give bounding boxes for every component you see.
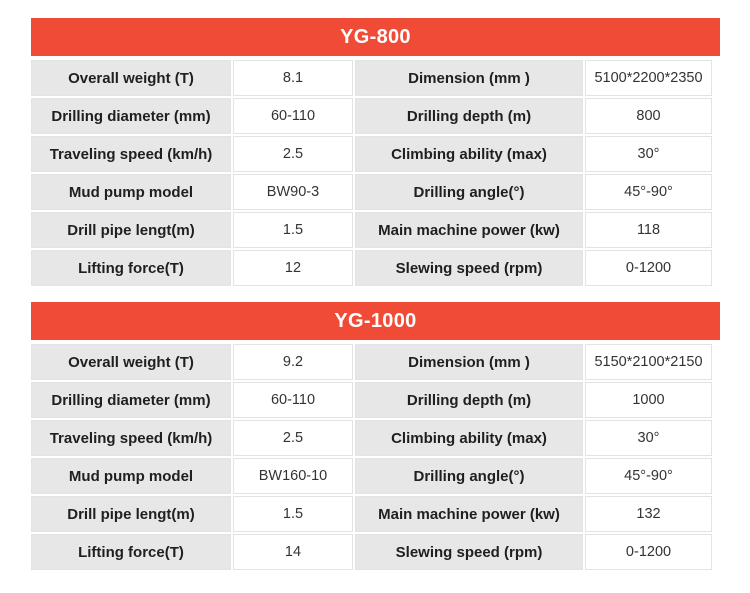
spec-label: Climbing ability (max) [355, 136, 583, 172]
spec-value: 2.5 [233, 420, 353, 456]
spec-value: 118 [585, 212, 712, 248]
spec-label: Mud pump model [31, 458, 231, 494]
spec-value: 800 [585, 98, 712, 134]
spec-value: 1000 [585, 382, 712, 418]
spec-value: 30° [585, 420, 712, 456]
table-row: Drilling diameter (mm) 60-110 Drilling d… [31, 98, 712, 134]
table-row: Traveling speed (km/h) 2.5 Climbing abil… [31, 420, 712, 456]
spec-value: 45°-90° [585, 458, 712, 494]
spec-value: 60-110 [233, 98, 353, 134]
spec-value: 12 [233, 250, 353, 286]
spec-value: 132 [585, 496, 712, 532]
spec-label: Lifting force(T) [31, 534, 231, 570]
spec-value: 5150*2100*2150 [585, 344, 712, 380]
spec-label: Mud pump model [31, 174, 231, 210]
spec-value: 5100*2200*2350 [585, 60, 712, 96]
table-row: Mud pump model BW160-10 Drilling angle(°… [31, 458, 712, 494]
spec-value: 1.5 [233, 212, 353, 248]
spec-value: BW160-10 [233, 458, 353, 494]
spec-label: Drilling diameter (mm) [31, 98, 231, 134]
model-title: YG-1000 [31, 302, 720, 340]
spec-label: Drilling diameter (mm) [31, 382, 231, 418]
table-row: Drill pipe lengt(m) 1.5 Main machine pow… [31, 212, 712, 248]
spec-value: 9.2 [233, 344, 353, 380]
spec-value: 14 [233, 534, 353, 570]
spec-value: 60-110 [233, 382, 353, 418]
table-row: Traveling speed (km/h) 2.5 Climbing abil… [31, 136, 712, 172]
table-row: Mud pump model BW90-3 Drilling angle(°) … [31, 174, 712, 210]
table-row: Lifting force(T) 12 Slewing speed (rpm) … [31, 250, 712, 286]
spec-label: Drilling depth (m) [355, 382, 583, 418]
spec-label: Climbing ability (max) [355, 420, 583, 456]
spec-value: 1.5 [233, 496, 353, 532]
spec-label: Drill pipe lengt(m) [31, 212, 231, 248]
spec-label: Dimension (mm ) [355, 344, 583, 380]
spec-label: Traveling speed (km/h) [31, 136, 231, 172]
spec-value: 2.5 [233, 136, 353, 172]
spec-table: Overall weight (T) 8.1 Dimension (mm ) 5… [29, 58, 714, 288]
spec-value: 8.1 [233, 60, 353, 96]
spec-label: Traveling speed (km/h) [31, 420, 231, 456]
spec-label: Dimension (mm ) [355, 60, 583, 96]
spec-block-yg-800: YG-800 Overall weight (T) 8.1 Dimension … [31, 18, 720, 288]
spec-value: 0-1200 [585, 534, 712, 570]
spec-block-yg-1000: YG-1000 Overall weight (T) 9.2 Dimension… [31, 302, 720, 572]
table-row: Overall weight (T) 8.1 Dimension (mm ) 5… [31, 60, 712, 96]
spec-label: Drilling angle(°) [355, 458, 583, 494]
spec-value: 0-1200 [585, 250, 712, 286]
spec-table: Overall weight (T) 9.2 Dimension (mm ) 5… [29, 342, 714, 572]
spec-label: Slewing speed (rpm) [355, 250, 583, 286]
spec-label: Drilling angle(°) [355, 174, 583, 210]
spec-value: 45°-90° [585, 174, 712, 210]
spec-label: Main machine power (kw) [355, 212, 583, 248]
spec-label: Overall weight (T) [31, 344, 231, 380]
table-row: Overall weight (T) 9.2 Dimension (mm ) 5… [31, 344, 712, 380]
spec-value: 30° [585, 136, 712, 172]
spec-value: BW90-3 [233, 174, 353, 210]
model-title: YG-800 [31, 18, 720, 56]
table-row: Drilling diameter (mm) 60-110 Drilling d… [31, 382, 712, 418]
spec-label: Overall weight (T) [31, 60, 231, 96]
spec-label: Drilling depth (m) [355, 98, 583, 134]
spec-label: Lifting force(T) [31, 250, 231, 286]
spec-label: Main machine power (kw) [355, 496, 583, 532]
table-row: Lifting force(T) 14 Slewing speed (rpm) … [31, 534, 712, 570]
spec-label: Drill pipe lengt(m) [31, 496, 231, 532]
spec-label: Slewing speed (rpm) [355, 534, 583, 570]
table-row: Drill pipe lengt(m) 1.5 Main machine pow… [31, 496, 712, 532]
